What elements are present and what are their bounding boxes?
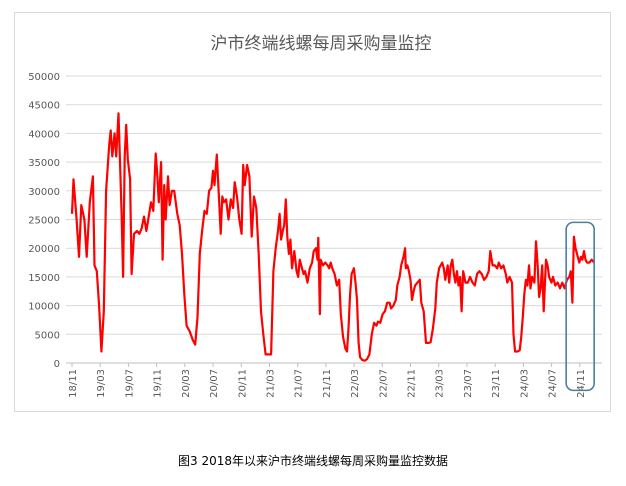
- x-axis-ticks: 18/11 19/03 19/07 19/11 20/03 20/07 20/11 21/03…: [68, 363, 587, 398]
- y-tick-label: 10000: [28, 302, 60, 313]
- figure-caption: 图3 2018年以来沪市终端线螺每周采购量监控数据: [178, 454, 448, 468]
- gridlines: [66, 75, 602, 364]
- x-tick-label: 22/11: [407, 369, 418, 398]
- x-tick-label: 24/11: [576, 369, 587, 398]
- x-tick-label: 21/03: [265, 369, 276, 398]
- line-chart: 沪市终端线螺每周采购量监控 0 5000 10000 15000 20000 25000 3…: [28, 34, 602, 398]
- y-tick-label: 50000: [28, 72, 60, 83]
- x-tick-label: 24/07: [548, 369, 559, 398]
- x-tick-label: 19/03: [96, 369, 107, 398]
- highlight-box: [565, 221, 595, 392]
- x-tick-label: 20/07: [209, 369, 220, 398]
- x-tick-label: 23/03: [435, 369, 446, 398]
- x-tick-label: 20/03: [181, 369, 192, 398]
- chart-frame: 沪市终端线螺每周采购量监控 0 5000 10000 15000 20000 25000 3…: [14, 12, 611, 412]
- x-tick-label: 22/07: [378, 369, 389, 398]
- x-tick-label: 19/07: [124, 369, 135, 398]
- y-tick-label: 30000: [28, 187, 60, 198]
- x-tick-label: 24/03: [519, 369, 530, 398]
- y-axis-ticks: 0 5000 10000 15000 20000 25000 30000 35000 40000…: [28, 72, 60, 370]
- y-tick-label: 15000: [28, 273, 60, 284]
- x-tick-label: 22/03: [350, 369, 361, 398]
- series-group: [70, 112, 595, 362]
- x-tick-label: 23/11: [491, 369, 502, 398]
- y-tick-label: 5000: [35, 330, 60, 341]
- y-tick-label: 45000: [28, 101, 60, 112]
- y-tick-label: 25000: [28, 216, 60, 227]
- x-tick-label: 23/07: [463, 369, 474, 398]
- y-tick-label: 40000: [28, 129, 60, 140]
- series-line: [70, 112, 595, 362]
- x-tick-label: 20/11: [237, 369, 248, 398]
- x-tick-label: 21/07: [294, 369, 305, 398]
- y-tick-label: 0: [54, 359, 60, 370]
- x-tick-label: 18/11: [68, 369, 79, 398]
- chart-title: 沪市终端线螺每周采购量监控: [211, 34, 432, 54]
- y-tick-label: 35000: [28, 158, 60, 169]
- y-tick-label: 20000: [28, 244, 60, 255]
- x-tick-label: 19/11: [153, 369, 164, 398]
- x-tick-label: 21/11: [322, 369, 333, 398]
